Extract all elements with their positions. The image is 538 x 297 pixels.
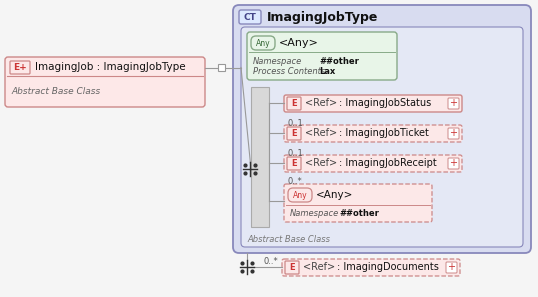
FancyBboxPatch shape xyxy=(287,127,301,140)
Text: ImagingJob : ImagingJobType: ImagingJob : ImagingJobType xyxy=(35,62,186,72)
FancyBboxPatch shape xyxy=(10,61,30,74)
Text: E: E xyxy=(291,129,297,138)
Text: +: + xyxy=(450,99,457,108)
FancyBboxPatch shape xyxy=(285,261,299,274)
FancyBboxPatch shape xyxy=(284,125,462,142)
FancyBboxPatch shape xyxy=(247,32,397,80)
Text: Any: Any xyxy=(256,39,270,48)
Text: <Ref>: <Ref> xyxy=(305,99,337,108)
Text: Abstract Base Class: Abstract Base Class xyxy=(11,86,100,96)
Text: +: + xyxy=(450,159,457,168)
Text: 0..*: 0..* xyxy=(287,178,302,187)
FancyBboxPatch shape xyxy=(287,97,301,110)
Text: : ImagingDocuments: : ImagingDocuments xyxy=(337,263,439,273)
FancyBboxPatch shape xyxy=(284,95,462,112)
FancyBboxPatch shape xyxy=(288,188,312,202)
Text: Abstract Base Class: Abstract Base Class xyxy=(247,235,330,244)
Text: : ImagingJobReceipt: : ImagingJobReceipt xyxy=(339,159,437,168)
FancyBboxPatch shape xyxy=(448,128,459,139)
Text: 0..*: 0..* xyxy=(263,257,278,266)
Text: E: E xyxy=(291,99,297,108)
FancyBboxPatch shape xyxy=(251,36,275,50)
Text: CT: CT xyxy=(244,12,257,21)
FancyBboxPatch shape xyxy=(282,259,460,276)
Text: Any: Any xyxy=(293,190,307,200)
Text: ##other: ##other xyxy=(319,56,359,66)
Text: : ImagingJobTicket: : ImagingJobTicket xyxy=(339,129,429,138)
Text: E: E xyxy=(291,159,297,168)
Text: +: + xyxy=(448,263,456,273)
Text: Process Contents: Process Contents xyxy=(253,67,325,77)
Text: <Any>: <Any> xyxy=(279,38,319,48)
FancyBboxPatch shape xyxy=(241,27,523,247)
Bar xyxy=(218,64,225,71)
Text: Namespace: Namespace xyxy=(290,209,339,219)
Text: 0..1: 0..1 xyxy=(287,148,303,157)
Text: +: + xyxy=(450,129,457,138)
Text: E: E xyxy=(289,263,295,272)
Text: ##other: ##other xyxy=(339,209,379,219)
FancyBboxPatch shape xyxy=(239,10,261,24)
FancyBboxPatch shape xyxy=(448,98,459,109)
FancyBboxPatch shape xyxy=(284,184,432,222)
Text: 0..1: 0..1 xyxy=(287,119,303,127)
Bar xyxy=(251,87,269,227)
Text: <Ref>: <Ref> xyxy=(305,159,337,168)
Text: Namespace: Namespace xyxy=(253,56,302,66)
FancyBboxPatch shape xyxy=(284,155,462,172)
Text: ImagingJobType: ImagingJobType xyxy=(267,10,378,23)
Text: <Ref>: <Ref> xyxy=(305,129,337,138)
FancyBboxPatch shape xyxy=(5,57,205,107)
FancyBboxPatch shape xyxy=(287,157,301,170)
FancyBboxPatch shape xyxy=(446,262,457,273)
Text: E+: E+ xyxy=(13,63,27,72)
FancyBboxPatch shape xyxy=(448,158,459,169)
Text: : ImagingJobStatus: : ImagingJobStatus xyxy=(339,99,431,108)
FancyBboxPatch shape xyxy=(233,5,531,253)
Text: <Any>: <Any> xyxy=(316,190,353,200)
Text: <Ref>: <Ref> xyxy=(303,263,335,273)
Text: Lax: Lax xyxy=(319,67,335,77)
